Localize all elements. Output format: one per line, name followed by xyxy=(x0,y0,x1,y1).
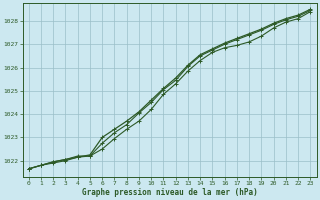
X-axis label: Graphe pression niveau de la mer (hPa): Graphe pression niveau de la mer (hPa) xyxy=(82,188,258,197)
